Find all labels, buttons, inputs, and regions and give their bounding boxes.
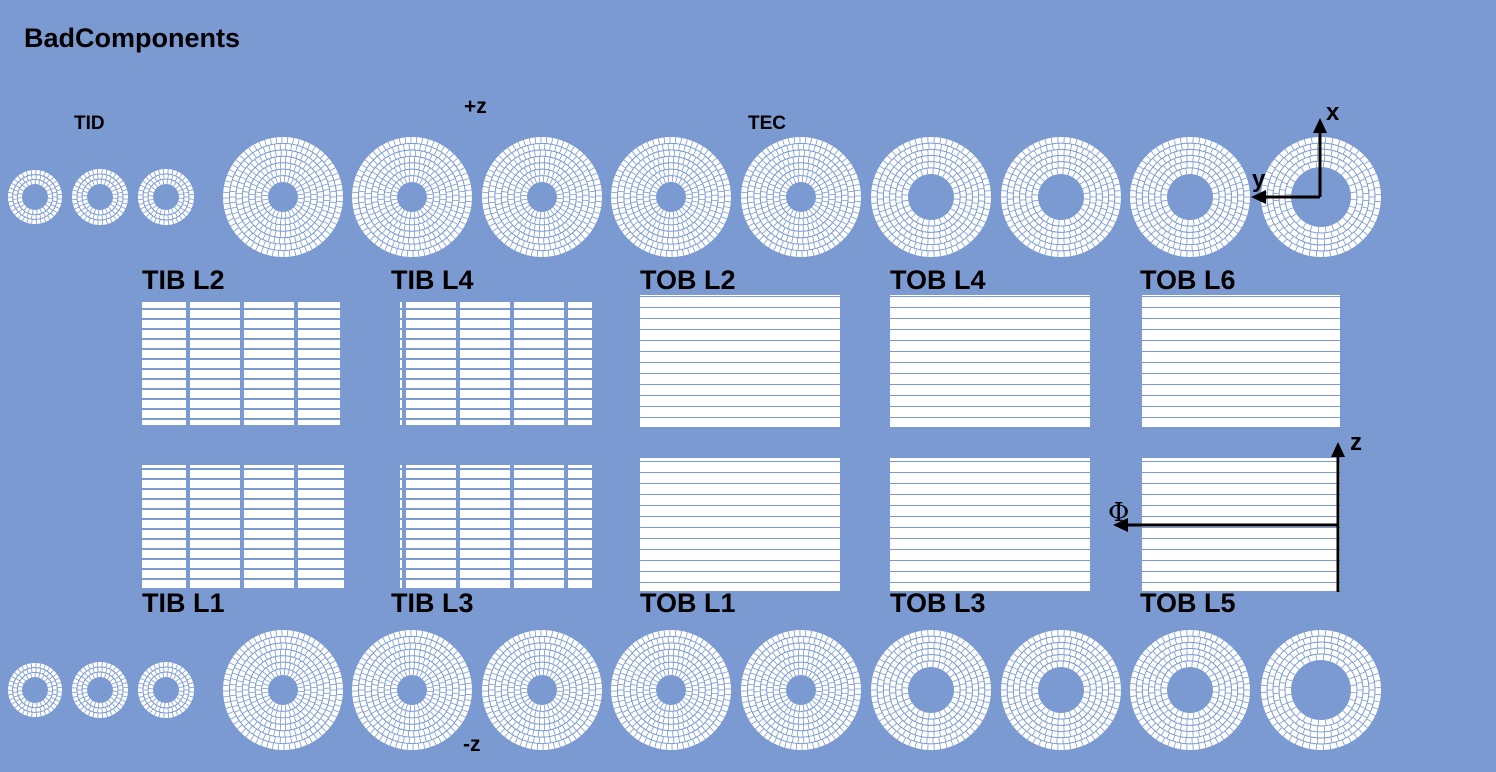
tec-disk-plus-6: [871, 137, 991, 257]
z-phi-axes: z Φ: [1108, 429, 1362, 592]
layer-label-tob-l2: TOB L2: [640, 265, 736, 295]
tec-disk-minus-3: [482, 630, 602, 750]
tob-l1-layer: [640, 458, 840, 591]
layer-label-tib-l2: TIB L2: [142, 265, 225, 295]
tid-label: TID: [74, 113, 105, 134]
tec-disk-plus-5: [741, 137, 861, 257]
minus-z-label: -z: [463, 733, 481, 756]
tid-disk-minus-2: [72, 662, 128, 718]
phi-arrow-icon: [1113, 518, 1128, 532]
tib-l1-layer: [142, 465, 344, 589]
xy-axes: x y: [1251, 99, 1340, 204]
layer-label-tob-l3: TOB L3: [890, 588, 986, 618]
tec-disk-plus-2: [352, 137, 472, 257]
tec-disk-minus-8: [1130, 630, 1250, 750]
x-arrow-icon: [1313, 118, 1327, 133]
tec-disk-minus-7: [1001, 630, 1121, 750]
axis-label-z: z: [1350, 429, 1362, 456]
layer-label-tib-l3: TIB L3: [391, 588, 474, 618]
tec-disk-minus-9: [1261, 630, 1381, 750]
layer-label-tib-l4: TIB L4: [391, 265, 474, 295]
tob-l6-layer: [1142, 295, 1340, 427]
endcap-disks-minus-z: [7, 630, 1381, 750]
layer-label-tob-l4: TOB L4: [890, 265, 986, 295]
tid-disk-plus-2: [72, 169, 128, 225]
tid-disk-plus-3: [138, 169, 194, 225]
axis-label-y: y: [1252, 166, 1266, 193]
tec-disk-minus-6: [871, 630, 991, 750]
tob-l4-layer: [890, 295, 1090, 427]
layer-label-tib-l1: TIB L1: [142, 588, 225, 618]
tec-disk-plus-1: [223, 137, 343, 257]
tec-disk-minus-2: [352, 630, 472, 750]
tec-disk-minus-1: [223, 630, 343, 750]
tec-label: TEC: [748, 113, 786, 134]
tec-disk-plus-7: [1001, 137, 1121, 257]
tib-l2-layer: [142, 302, 340, 425]
tob-l2-layer: [640, 295, 840, 427]
plus-z-label: +z: [464, 95, 487, 118]
tec-disk-plus-4: [611, 137, 731, 257]
layer-label-tob-l1: TOB L1: [640, 588, 736, 618]
y-arrow-icon: [1251, 190, 1266, 204]
layer-label-tob-l6: TOB L6: [1140, 265, 1236, 295]
axis-label-phi: Φ: [1108, 498, 1129, 528]
tec-disk-minus-5: [741, 630, 861, 750]
axis-label-x: x: [1326, 99, 1340, 126]
tid-disk-minus-1: [7, 663, 62, 717]
layer-label-tob-l5: TOB L5: [1140, 588, 1236, 618]
tec-disk-plus-3: [482, 137, 602, 257]
tib-l4-layer: [400, 302, 592, 425]
tid-disk-plus-1: [7, 170, 62, 224]
tib-l3-layer: [400, 465, 592, 589]
tid-disk-minus-3: [138, 662, 194, 718]
tob-l3-layer: [890, 458, 1090, 591]
tec-disk-minus-4: [611, 630, 731, 750]
page-title: BadComponents: [24, 23, 240, 53]
tec-disk-plus-8: [1130, 137, 1250, 257]
z-arrow-icon: [1331, 442, 1345, 457]
endcap-disks-plus-z: [7, 137, 1381, 257]
